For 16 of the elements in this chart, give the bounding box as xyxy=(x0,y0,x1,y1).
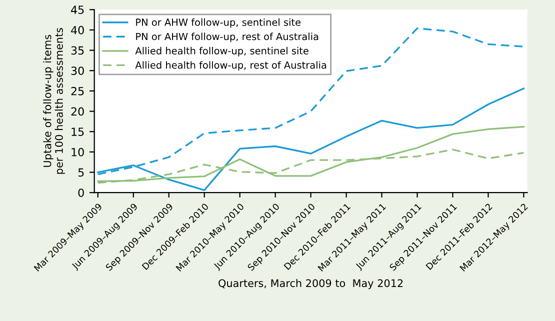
y-axis-title: Uptake of follow-up items per 100 health assessments xyxy=(43,28,65,174)
x-axis-title: Quarters, March 2009 to May 2012 xyxy=(218,279,403,290)
legend-label: PN or AHW follow-up, rest of Australia xyxy=(136,32,318,42)
y-tick-label: 5 xyxy=(78,168,84,177)
y-tick-label: 25 xyxy=(71,86,84,96)
y-tick-label: 20 xyxy=(71,107,84,116)
y-tick-label: 45 xyxy=(71,6,84,14)
legend-label: Allied health follow-up, sentinel site xyxy=(135,46,308,56)
legend-label: Allied health follow-up, rest of Australia xyxy=(135,61,326,71)
y-tick-label: 10 xyxy=(72,148,84,156)
y-tick-label: 15 xyxy=(72,128,84,136)
legend-label: PN or AHW follow-up, sentinel site xyxy=(136,18,301,28)
y-tick-label: 0 xyxy=(78,188,84,197)
y-tick-label: 30 xyxy=(71,66,84,75)
y-tick-label: 35 xyxy=(71,46,84,55)
y-tick-label: 40 xyxy=(71,26,84,34)
